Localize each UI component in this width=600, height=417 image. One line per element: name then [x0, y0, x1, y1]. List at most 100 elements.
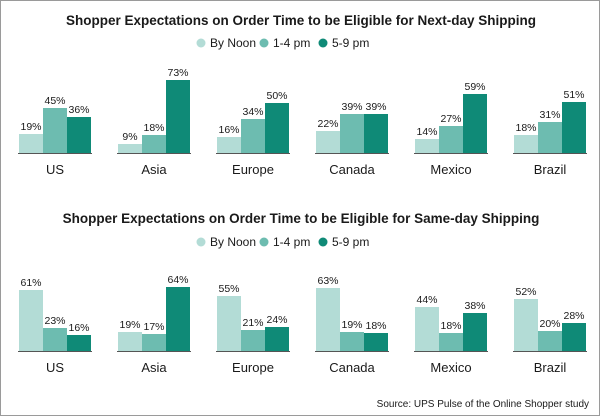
- same-day-bar-europe-1-4-pm: [241, 330, 265, 351]
- next-day-bar-canada-by-noon: [316, 131, 340, 153]
- next-day-bar-us-1-4-pm: [43, 108, 67, 153]
- next-day-bar-mexico-5-9-pm: [463, 94, 487, 153]
- next-day-legend-marker-1-4-pm: [259, 38, 269, 48]
- same-day-value-label-mexico-by-noon: 44%: [416, 294, 437, 306]
- next-day-value-label-canada-by-noon: 22%: [317, 118, 338, 130]
- same-day-value-label-canada-1-4-pm: 19%: [341, 319, 362, 331]
- next-day-bar-brazil-by-noon: [514, 135, 538, 153]
- same-day-bar-mexico-by-noon: [415, 307, 439, 351]
- next-day-value-label-mexico-by-noon: 14%: [416, 126, 437, 138]
- same-day-value-label-asia-5-9-pm: 64%: [167, 274, 188, 286]
- same-day-legend-marker-1-4-pm: [259, 237, 269, 247]
- same-day-bar-asia-by-noon: [118, 332, 142, 351]
- next-day-category-label-europe: Europe: [232, 162, 274, 177]
- same-day-value-label-us-1-4-pm: 23%: [44, 315, 65, 327]
- same-day-value-label-mexico-5-9-pm: 38%: [464, 300, 485, 312]
- same-day-category-label-us: US: [46, 360, 64, 375]
- same-day-bar-mexico-1-4-pm: [439, 333, 463, 351]
- next-day-bar-asia-5-9-pm: [166, 80, 190, 153]
- same-day-bar-europe-by-noon: [217, 296, 241, 351]
- next-day-value-label-brazil-5-9-pm: 51%: [563, 89, 584, 101]
- same-day-category-label-brazil: Brazil: [534, 360, 567, 375]
- same-day-bar-brazil-by-noon: [514, 299, 538, 351]
- next-day-legend-marker-by-noon: [196, 38, 206, 48]
- next-day-category-label-mexico: Mexico: [430, 162, 471, 177]
- same-day-bar-us-5-9-pm: [67, 335, 91, 351]
- same-day-value-label-brazil-1-4-pm: 20%: [539, 318, 560, 330]
- same-day-bar-brazil-1-4-pm: [538, 331, 562, 351]
- next-day-category-label-brazil: Brazil: [534, 162, 567, 177]
- same-day-value-label-canada-by-noon: 63%: [317, 275, 338, 287]
- next-day-bar-europe-1-4-pm: [241, 119, 265, 153]
- next-day-bar-us-by-noon: [19, 134, 43, 153]
- next-day-legend-marker-5-9-pm: [318, 38, 328, 48]
- same-day-category-label-europe: Europe: [232, 360, 274, 375]
- next-day-bar-europe-5-9-pm: [265, 103, 289, 153]
- next-day-value-label-us-1-4-pm: 45%: [44, 95, 65, 107]
- next-day-value-label-mexico-5-9-pm: 59%: [464, 81, 485, 93]
- next-day-value-label-canada-1-4-pm: 39%: [341, 101, 362, 113]
- same-day-bar-us-by-noon: [19, 290, 43, 351]
- next-day-value-label-us-by-noon: 19%: [20, 121, 41, 133]
- same-day-bar-brazil-5-9-pm: [562, 323, 586, 351]
- next-day-value-label-us-5-9-pm: 36%: [68, 104, 89, 116]
- next-day-bar-asia-1-4-pm: [142, 135, 166, 153]
- same-day-legend-marker-5-9-pm: [318, 237, 328, 247]
- same-day-value-label-europe-by-noon: 55%: [218, 283, 239, 295]
- next-day-value-label-asia-5-9-pm: 73%: [167, 67, 188, 79]
- same-day-legend-label-5-9-pm: 5-9 pm: [332, 235, 369, 249]
- next-day-bar-mexico-1-4-pm: [439, 126, 463, 153]
- same-day-bar-us-1-4-pm: [43, 328, 67, 351]
- next-day-chart-title: Shopper Expectations on Order Time to be…: [66, 13, 536, 28]
- same-day-chart-title: Shopper Expectations on Order Time to be…: [63, 211, 540, 226]
- same-day-value-label-asia-1-4-pm: 17%: [143, 321, 164, 333]
- same-day-category-label-mexico: Mexico: [430, 360, 471, 375]
- next-day-value-label-mexico-1-4-pm: 27%: [440, 113, 461, 125]
- next-day-bar-canada-1-4-pm: [340, 114, 364, 153]
- same-day-bar-canada-by-noon: [316, 288, 340, 351]
- next-day-legend-label-by-noon: By Noon: [210, 36, 256, 50]
- next-day-value-label-europe-5-9-pm: 50%: [266, 90, 287, 102]
- same-day-bar-mexico-5-9-pm: [463, 313, 487, 351]
- same-day-value-label-canada-5-9-pm: 18%: [365, 320, 386, 332]
- next-day-category-label-canada: Canada: [329, 162, 375, 177]
- next-day-bar-brazil-5-9-pm: [562, 102, 586, 153]
- same-day-legend-label-by-noon: By Noon: [210, 235, 256, 249]
- same-day-category-label-asia: Asia: [141, 360, 167, 375]
- next-day-category-label-us: US: [46, 162, 64, 177]
- same-day-bar-canada-1-4-pm: [340, 332, 364, 351]
- same-day-bar-asia-1-4-pm: [142, 334, 166, 351]
- same-day-value-label-asia-by-noon: 19%: [119, 319, 140, 331]
- next-day-bar-mexico-by-noon: [415, 139, 439, 153]
- next-day-value-label-brazil-by-noon: 18%: [515, 122, 536, 134]
- next-day-bar-europe-by-noon: [217, 137, 241, 153]
- source-note: Source: UPS Pulse of the Online Shopper …: [377, 399, 589, 410]
- same-day-bar-europe-5-9-pm: [265, 327, 289, 351]
- next-day-value-label-asia-1-4-pm: 18%: [143, 122, 164, 134]
- same-day-value-label-europe-5-9-pm: 24%: [266, 314, 287, 326]
- next-day-value-label-canada-5-9-pm: 39%: [365, 101, 386, 113]
- next-day-value-label-europe-by-noon: 16%: [218, 124, 239, 136]
- same-day-value-label-us-5-9-pm: 16%: [68, 322, 89, 334]
- same-day-value-label-brazil-5-9-pm: 28%: [563, 310, 584, 322]
- next-day-value-label-europe-1-4-pm: 34%: [242, 106, 263, 118]
- next-day-bar-us-5-9-pm: [67, 117, 91, 153]
- next-day-legend-label-1-4-pm: 1-4 pm: [273, 36, 310, 50]
- same-day-value-label-us-by-noon: 61%: [20, 277, 41, 289]
- same-day-bar-asia-5-9-pm: [166, 287, 190, 351]
- next-day-value-label-asia-by-noon: 9%: [122, 131, 137, 143]
- next-day-bar-brazil-1-4-pm: [538, 122, 562, 153]
- same-day-value-label-mexico-1-4-pm: 18%: [440, 320, 461, 332]
- next-day-category-label-asia: Asia: [141, 162, 167, 177]
- next-day-legend-label-5-9-pm: 5-9 pm: [332, 36, 369, 50]
- same-day-legend-marker-by-noon: [196, 237, 206, 247]
- same-day-value-label-europe-1-4-pm: 21%: [242, 317, 263, 329]
- next-day-bar-canada-5-9-pm: [364, 114, 388, 153]
- next-day-bar-asia-by-noon: [118, 144, 142, 153]
- same-day-value-label-brazil-by-noon: 52%: [515, 286, 536, 298]
- next-day-value-label-brazil-1-4-pm: 31%: [539, 109, 560, 121]
- same-day-bar-canada-5-9-pm: [364, 333, 388, 351]
- same-day-legend-label-1-4-pm: 1-4 pm: [273, 235, 310, 249]
